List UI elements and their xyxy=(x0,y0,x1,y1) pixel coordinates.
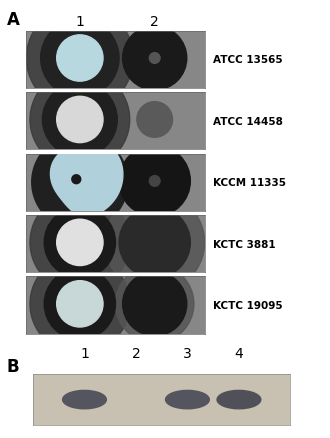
Ellipse shape xyxy=(105,193,205,293)
Text: KCTC 19095: KCTC 19095 xyxy=(213,300,282,310)
Text: KCTC 3881: KCTC 3881 xyxy=(213,239,276,249)
Text: 4: 4 xyxy=(235,346,243,360)
Text: ATCC 13565: ATCC 13565 xyxy=(213,55,282,65)
Ellipse shape xyxy=(115,265,194,343)
Ellipse shape xyxy=(166,391,209,409)
Ellipse shape xyxy=(43,83,117,158)
Ellipse shape xyxy=(119,146,190,217)
Ellipse shape xyxy=(57,36,103,82)
Text: 2: 2 xyxy=(150,15,159,29)
Ellipse shape xyxy=(123,27,187,91)
Ellipse shape xyxy=(72,175,81,184)
Ellipse shape xyxy=(149,53,160,64)
Text: A: A xyxy=(7,11,19,29)
Ellipse shape xyxy=(57,281,103,327)
Text: 3: 3 xyxy=(183,346,192,360)
Text: 1: 1 xyxy=(76,15,84,29)
Text: B: B xyxy=(7,357,19,375)
Ellipse shape xyxy=(44,268,116,340)
Ellipse shape xyxy=(32,134,128,231)
Ellipse shape xyxy=(57,220,103,266)
Ellipse shape xyxy=(30,254,130,354)
Text: ATCC 14458: ATCC 14458 xyxy=(213,117,283,126)
Text: 2: 2 xyxy=(132,346,140,360)
Text: 1: 1 xyxy=(80,346,89,360)
Ellipse shape xyxy=(41,20,119,98)
Polygon shape xyxy=(50,143,123,216)
Text: KCCM 11335: KCCM 11335 xyxy=(213,178,286,187)
Ellipse shape xyxy=(217,391,261,409)
Ellipse shape xyxy=(44,207,116,279)
Ellipse shape xyxy=(26,6,133,112)
Ellipse shape xyxy=(137,102,173,138)
Ellipse shape xyxy=(119,207,190,279)
Ellipse shape xyxy=(57,97,103,143)
Ellipse shape xyxy=(63,391,106,409)
Ellipse shape xyxy=(30,71,130,170)
Ellipse shape xyxy=(123,272,187,336)
Ellipse shape xyxy=(149,176,160,187)
Ellipse shape xyxy=(30,193,130,293)
